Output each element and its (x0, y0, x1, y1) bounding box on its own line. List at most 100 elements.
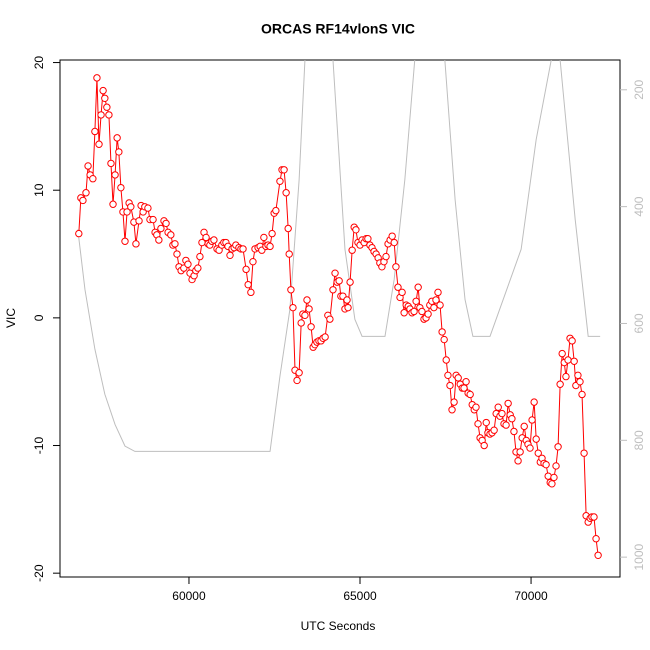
data-point (344, 303, 352, 312)
data-point (335, 277, 343, 285)
data-point (528, 416, 536, 424)
data-point (173, 250, 181, 258)
data-point (482, 418, 490, 427)
data-point (194, 264, 202, 272)
data-point (226, 251, 234, 260)
y-tick-label: 20 (32, 56, 46, 70)
y2-tick-label: 800 (632, 430, 646, 450)
data-point (352, 226, 360, 234)
data-point (123, 208, 131, 216)
data-point (105, 111, 113, 119)
data-point (348, 246, 356, 254)
data-point (508, 415, 516, 423)
chart-title: ORCAS RF14vlonS VIC (261, 21, 415, 37)
data-point (135, 217, 143, 225)
data-point (444, 371, 452, 380)
data-point (101, 94, 109, 102)
data-point (550, 473, 558, 482)
data-point (127, 203, 135, 211)
y2-tick-label: 600 (632, 313, 646, 333)
data-point (93, 74, 101, 82)
data-point (95, 140, 103, 148)
data-point (276, 177, 284, 185)
data-point (418, 307, 426, 316)
x-tick-label: 70000 (514, 589, 548, 603)
data-point (202, 233, 210, 242)
data-point (272, 206, 280, 215)
data-point (564, 356, 572, 364)
data-point (494, 403, 502, 411)
data-point (113, 134, 121, 142)
y-tick-label: 10 (32, 183, 46, 197)
data-point (239, 245, 247, 253)
data-point (442, 356, 450, 364)
data-point (107, 159, 115, 168)
data-point (502, 421, 510, 429)
data-point (303, 296, 311, 304)
data-point (454, 374, 462, 382)
data-point (504, 399, 512, 408)
data-point (167, 231, 175, 239)
data-point (282, 189, 290, 197)
data-point (532, 435, 540, 443)
data-point (578, 390, 586, 399)
data-point (574, 371, 582, 380)
data-point (568, 337, 576, 345)
data-point (144, 204, 152, 212)
data-point (75, 229, 83, 238)
data-point (103, 103, 111, 111)
data-point (412, 297, 420, 305)
data-point (394, 283, 402, 291)
data-point (534, 449, 542, 457)
data-point (364, 235, 372, 243)
data-point (552, 462, 560, 470)
data-point (516, 448, 524, 456)
data-point (392, 263, 400, 271)
data-point (558, 349, 566, 358)
data-point (79, 196, 87, 205)
data-point (530, 398, 538, 406)
y-tick-label: 0 (32, 314, 46, 321)
data-point (196, 252, 204, 261)
data-point (466, 390, 474, 399)
data-point (414, 283, 422, 291)
data-point (244, 280, 252, 289)
data-point (289, 303, 297, 312)
data-point (448, 406, 456, 414)
data-point (514, 457, 522, 465)
y-axis-label: VIC (4, 308, 18, 328)
data-point (542, 460, 550, 469)
data-point (424, 310, 432, 318)
plot-area (75, 60, 602, 559)
data-point (247, 288, 255, 297)
data-point (171, 240, 179, 248)
data-point (121, 237, 129, 245)
data-point (268, 229, 276, 238)
data-point (115, 148, 123, 156)
data-point (295, 369, 303, 377)
data-point (544, 472, 552, 480)
data-point (446, 381, 454, 390)
data-point (329, 286, 337, 294)
data-point (440, 335, 448, 344)
data-point (474, 420, 482, 428)
y2-tick-label: 200 (632, 79, 646, 99)
data-point (132, 240, 140, 248)
data-point (400, 309, 408, 317)
data-point (520, 422, 528, 431)
data-point (111, 171, 119, 179)
data-point (149, 215, 157, 224)
data-point (97, 111, 105, 119)
data-point (307, 323, 315, 331)
data-point (162, 219, 170, 228)
data-point (84, 162, 92, 170)
data-point (266, 242, 274, 251)
data-point (554, 443, 562, 451)
data-point (109, 200, 117, 208)
y-tick-label: -20 (32, 564, 46, 582)
x-tick-label: 65000 (343, 589, 377, 603)
data-point (242, 265, 250, 274)
data-point (301, 311, 309, 320)
data-point (99, 86, 107, 95)
data-point (592, 535, 600, 543)
